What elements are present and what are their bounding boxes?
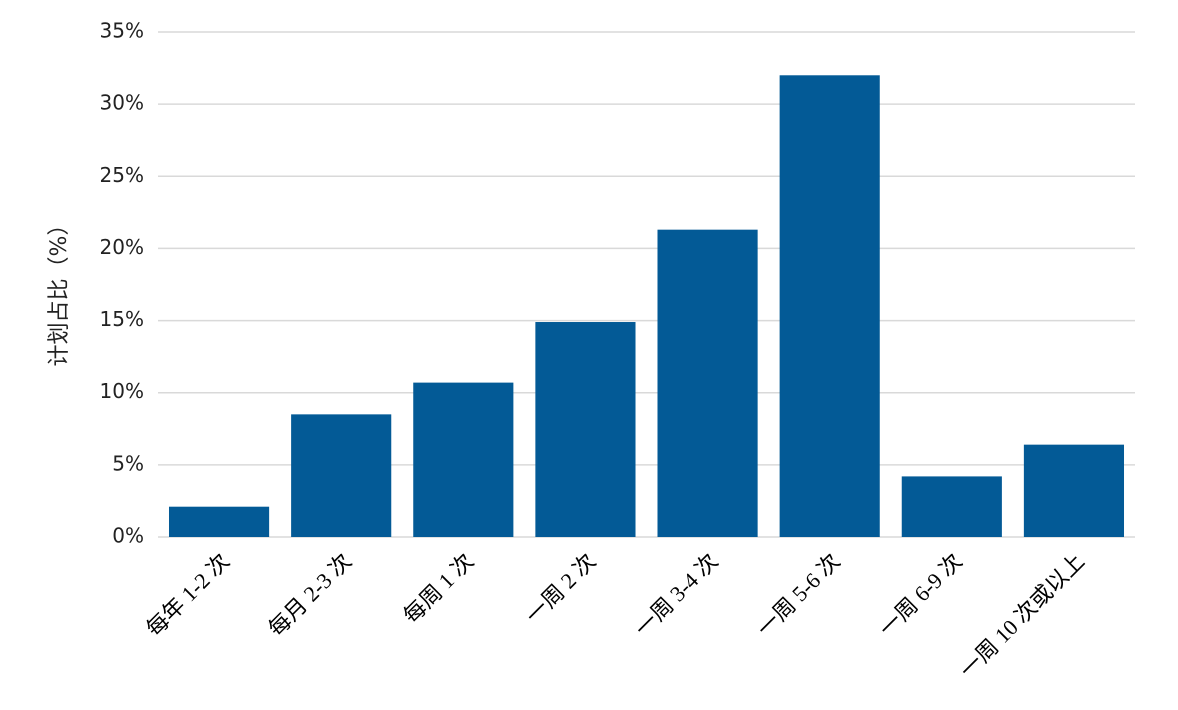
- y-tick-label: 0%: [112, 524, 144, 548]
- x-tick-label: 一周 5-6 次: [752, 548, 845, 641]
- x-tick-label: 一周 2 次: [521, 548, 601, 628]
- y-tick-label: 35%: [100, 19, 144, 43]
- y-tick-label: 10%: [100, 379, 144, 403]
- bar: [291, 414, 392, 537]
- x-tick-label: 每月 2-3 次: [263, 548, 356, 641]
- bar: [535, 322, 636, 537]
- bar: [657, 229, 758, 537]
- y-tick-label: 15%: [100, 307, 144, 331]
- bar: [1023, 444, 1125, 537]
- y-axis-label: 计划占比（%）: [47, 214, 72, 367]
- x-tick-label: 每周 1 次: [399, 548, 479, 628]
- bar: [413, 382, 514, 537]
- bar: [901, 476, 1002, 537]
- y-tick-label: 25%: [100, 163, 144, 187]
- x-tick-label: 一周 10 次或以上: [955, 548, 1089, 682]
- bar: [168, 506, 270, 537]
- x-tick-label: 一周 3-4 次: [630, 548, 723, 641]
- y-tick-label: 20%: [100, 235, 144, 259]
- y-tick-label: 5%: [112, 451, 144, 475]
- y-tick-label: 30%: [100, 91, 144, 115]
- x-tick-label: 每年 1-2 次: [141, 548, 234, 641]
- bar: [779, 75, 880, 538]
- x-tick-label: 一周 6-9 次: [874, 548, 967, 641]
